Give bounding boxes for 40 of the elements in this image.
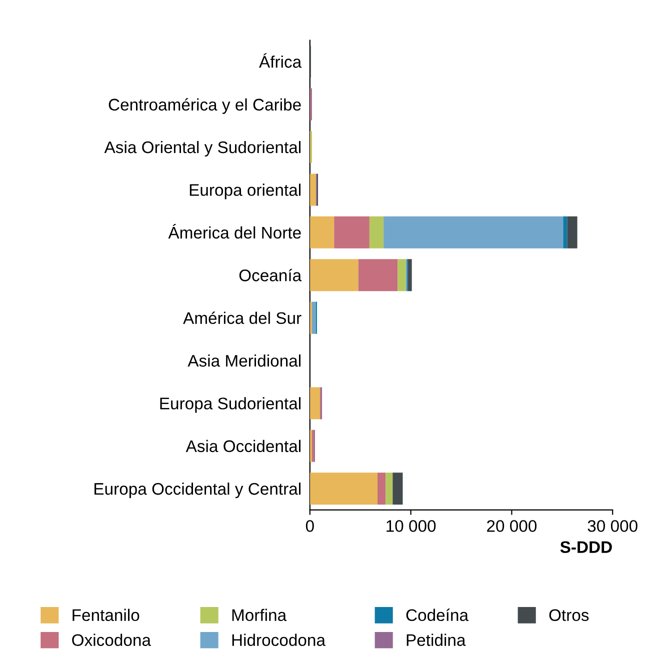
legend-label: Petidina: [406, 634, 466, 646]
y-tick-label: Europa oriental: [190, 184, 300, 200]
y-tick-label: Ámerica del Norte: [168, 224, 301, 239]
bar: [358, 259, 398, 292]
bar: [310, 259, 358, 292]
y-tick-label: Europa Occidental y Central: [94, 482, 300, 498]
bar: [563, 216, 568, 248]
bar: [392, 472, 403, 505]
bar: [334, 216, 370, 248]
bar: [408, 259, 412, 292]
bar: [310, 472, 378, 505]
x-axis-title: S-DDD: [560, 541, 612, 554]
bar: [386, 472, 393, 505]
legend-label: Morfina: [232, 608, 287, 622]
y-tick-label: África: [259, 53, 302, 68]
legend-label: Codeína: [406, 608, 469, 622]
x-tick-label: 10 000: [386, 520, 436, 532]
bar: [310, 387, 320, 420]
legend-label: Oxicodona: [72, 634, 151, 646]
y-tick-label: Oceanía: [239, 268, 302, 282]
y-tick-label: Centroamérica y el Caribe: [108, 98, 301, 114]
y-tick-label: América del Sur: [183, 312, 302, 324]
bar: [312, 302, 316, 334]
y-tick-label: Asia Occidental: [186, 440, 300, 452]
x-tick-label: 20 000: [487, 520, 537, 532]
bar: [398, 259, 406, 292]
bar: [310, 216, 334, 248]
bar: [378, 472, 386, 505]
legend-label: Otros: [549, 609, 589, 622]
y-tick-label: Asia Meridional: [188, 354, 300, 367]
bar: [567, 216, 578, 248]
y-tick-label: Europa Sudoriental: [160, 397, 300, 413]
bar: [310, 174, 316, 206]
y-tick-label: Asia Oriental y Sudoriental: [104, 140, 300, 157]
x-tick-label: 0: [306, 520, 314, 532]
legend-label: Fentanilo: [72, 608, 140, 622]
x-tick-label: 30 000: [588, 520, 638, 532]
legend-label: Hidrocodona: [232, 634, 326, 646]
bar: [369, 216, 384, 248]
bar: [384, 216, 564, 248]
